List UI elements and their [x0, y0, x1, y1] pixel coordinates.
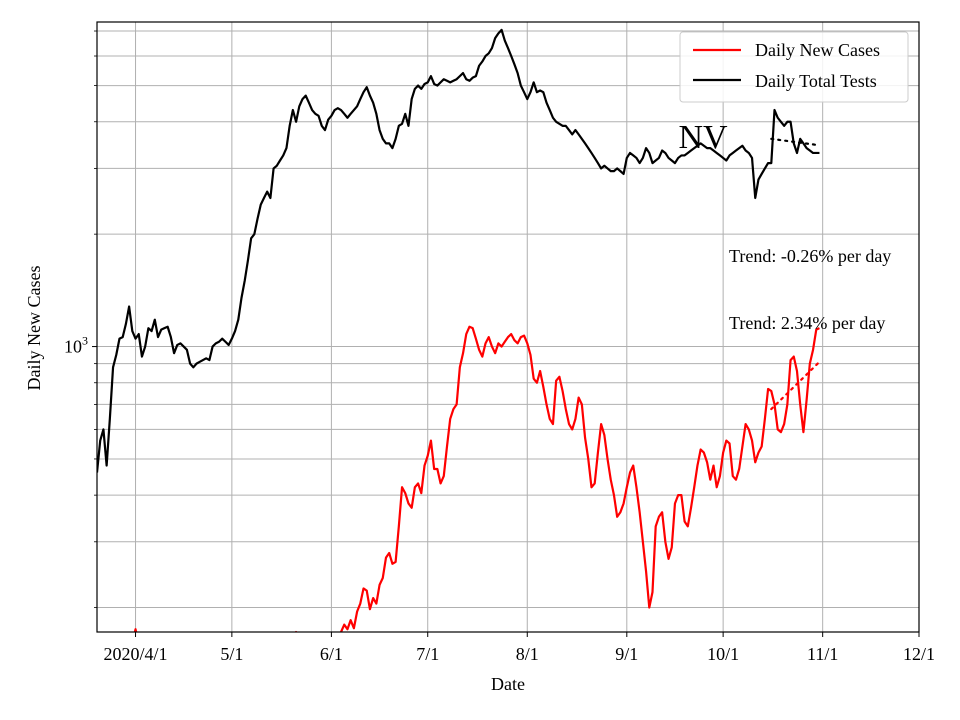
x-tick-label: 7/1 [416, 644, 439, 664]
trend-line-tests [770, 137, 821, 147]
x-tick-label: 10/1 [707, 644, 739, 664]
x-tick-label: 9/1 [615, 644, 638, 664]
plot-area [97, 28, 821, 632]
x-tick-label: 11/1 [807, 644, 838, 664]
x-tick-label: 8/1 [516, 644, 539, 664]
x-tick-label: 2020/4/1 [104, 644, 168, 664]
legend-label-tests: Daily Total Tests [755, 71, 877, 91]
plot-frame [96, 21, 920, 633]
trend-line-cases [770, 360, 821, 411]
x-axis-label: Date [491, 674, 525, 694]
x-tick-label: 5/1 [220, 644, 243, 664]
series-layer [97, 28, 821, 632]
chart-annotation: NV [678, 119, 728, 156]
series-line-daily-new-cases [133, 325, 820, 632]
legend-label-cases: Daily New Cases [755, 40, 880, 60]
x-tick-label: 6/1 [320, 644, 343, 664]
y-axis-label: Daily New Cases [24, 266, 44, 391]
trend-label-cases: Trend: 2.34% per day [729, 313, 885, 333]
legend: Daily New Cases Daily Total Tests [679, 31, 909, 103]
trend-label-tests: Trend: -0.26% per day [729, 246, 891, 266]
x-tick-label: 12/1 [903, 644, 935, 664]
series-line-daily-total-tests [97, 28, 820, 473]
